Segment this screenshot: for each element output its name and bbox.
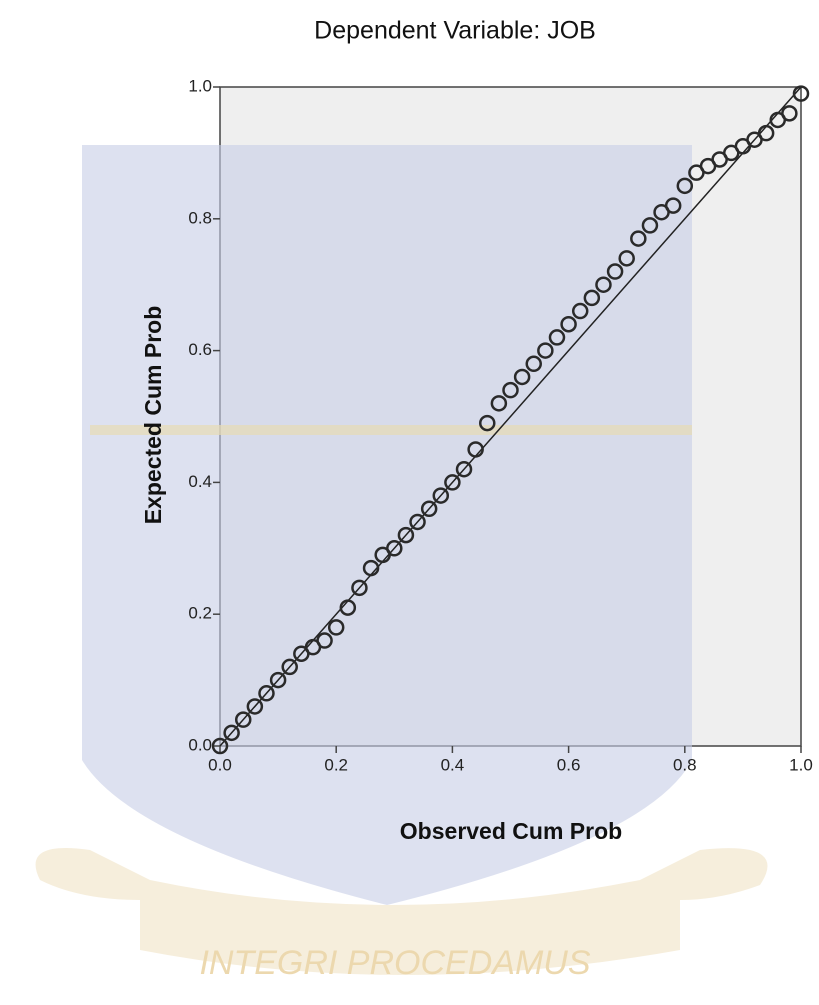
chart-title: Dependent Variable: JOB bbox=[314, 17, 596, 45]
x-tick-label: 1.0 bbox=[789, 755, 813, 774]
y-tick-label: 0.4 bbox=[188, 472, 212, 491]
x-tick-label: 0.8 bbox=[673, 755, 697, 774]
x-axis-label: Observed Cum Prob bbox=[400, 818, 622, 844]
y-tick-label: 0.0 bbox=[188, 735, 212, 754]
y-tick-label: 0.2 bbox=[188, 604, 212, 623]
y-tick-label: 0.6 bbox=[188, 340, 212, 359]
watermark-shield bbox=[82, 145, 692, 905]
y-tick-label: 1.0 bbox=[188, 76, 212, 95]
x-tick-label: 0.0 bbox=[208, 755, 232, 774]
x-tick-label: 0.2 bbox=[324, 755, 348, 774]
chart: INTEGRI PROCEDAMUS Dependent Variable: J… bbox=[0, 0, 819, 1005]
watermark-text: INTEGRI PROCEDAMUS bbox=[199, 944, 590, 982]
x-tick-label: 0.6 bbox=[557, 755, 581, 774]
y-axis-label: Expected Cum Prob bbox=[140, 306, 166, 525]
y-tick-label: 0.8 bbox=[188, 208, 212, 227]
x-tick-label: 0.4 bbox=[441, 755, 465, 774]
